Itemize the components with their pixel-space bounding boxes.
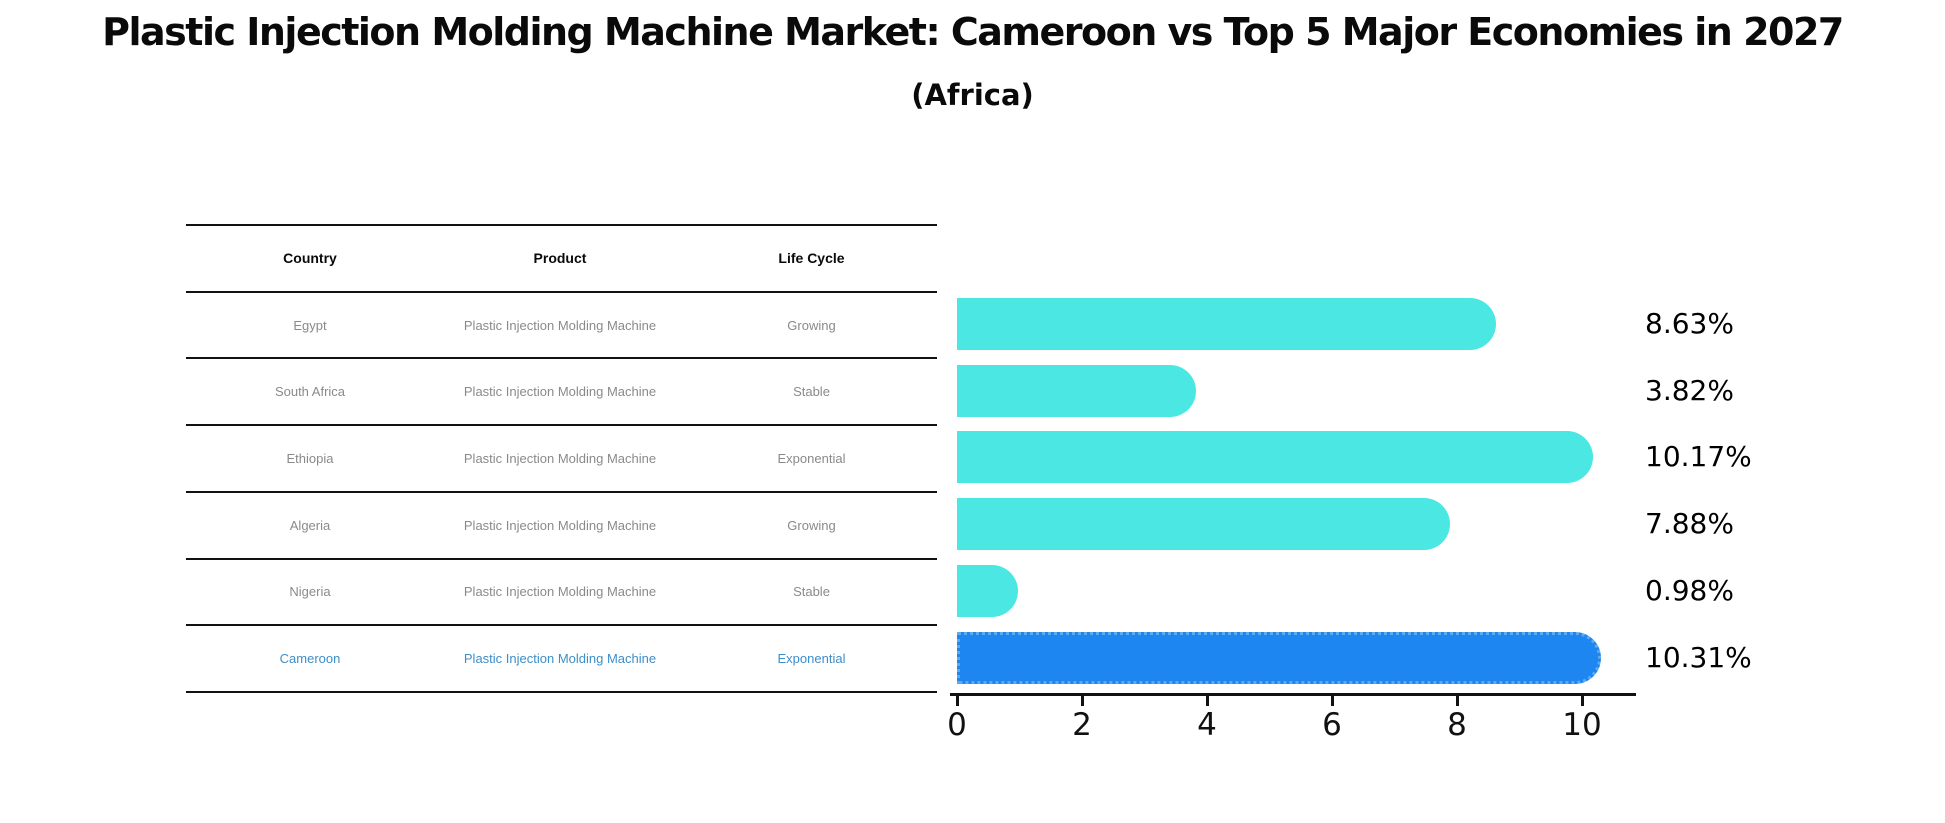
x-axis-tick-label: 6 xyxy=(1322,707,1342,743)
bar-south-africa xyxy=(957,364,1196,417)
bar-egypt xyxy=(957,298,1497,351)
table-header-country: Country xyxy=(283,250,337,267)
table-row-nigeria: Nigeria Plastic Injection Molding Machin… xyxy=(186,560,937,627)
bar-value-label: 7.88% xyxy=(1645,507,1734,541)
x-axis-tick xyxy=(956,693,959,706)
country-cell: Algeria xyxy=(289,517,331,533)
bar-ethiopia xyxy=(957,431,1593,484)
x-axis-tick-label: 2 xyxy=(1072,707,1092,743)
bar-value-label: 3.82% xyxy=(1645,373,1734,407)
life-cycle-cell: Growing xyxy=(787,517,836,533)
product-cell: Plastic Injection Molding Machine xyxy=(463,651,657,667)
page-title: Plastic Injection Molding Machine Market… xyxy=(102,10,1844,54)
table-row-ethiopia: Ethiopia Plastic Injection Molding Machi… xyxy=(186,426,937,493)
x-axis-tick xyxy=(1331,693,1334,706)
bar-value-label: 10.31% xyxy=(1645,640,1752,674)
bar-cameroon xyxy=(957,631,1602,684)
life-cycle-cell: Exponential xyxy=(777,450,846,466)
life-cycle-cell: Growing xyxy=(787,317,836,333)
x-axis-tick xyxy=(1581,693,1584,706)
x-axis-tick xyxy=(1081,693,1084,706)
product-cell: Plastic Injection Molding Machine xyxy=(463,450,657,466)
bar-value-label: 0.98% xyxy=(1645,573,1734,607)
x-axis-tick-label: 0 xyxy=(947,707,967,743)
x-axis-tick-label: 10 xyxy=(1562,707,1602,743)
product-cell: Plastic Injection Molding Machine xyxy=(463,517,657,533)
table-row-egypt: Egypt Plastic Injection Molding Machine … xyxy=(186,293,937,360)
life-cycle-cell: Exponential xyxy=(777,651,846,667)
country-cell: Cameroon xyxy=(279,651,341,667)
table-header-product: Product xyxy=(533,250,587,267)
bar-algeria xyxy=(957,498,1450,551)
country-cell: Ethiopia xyxy=(286,450,334,466)
country-cell: South Africa xyxy=(274,384,346,400)
product-cell: Plastic Injection Molding Machine xyxy=(463,317,657,333)
product-cell: Plastic Injection Molding Machine xyxy=(463,584,657,600)
bar-value-label: 8.63% xyxy=(1645,307,1734,341)
x-axis-tick xyxy=(1206,693,1209,706)
page-subtitle: (Africa) xyxy=(911,78,1034,112)
bar-nigeria xyxy=(957,564,1019,617)
bar-value-label: 10.17% xyxy=(1645,440,1752,474)
product-cell: Plastic Injection Molding Machine xyxy=(463,384,657,400)
x-axis-line xyxy=(950,693,1636,696)
country-cell: Nigeria xyxy=(289,584,331,600)
table-header-row: Country Product Life Cycle xyxy=(186,226,937,293)
table-row-algeria: Algeria Plastic Injection Molding Machin… xyxy=(186,493,937,560)
country-cell: Egypt xyxy=(293,317,327,333)
x-axis-tick xyxy=(1456,693,1459,706)
life-cycle-cell: Stable xyxy=(793,584,830,600)
table-row-cameroon: Cameroon Plastic Injection Molding Machi… xyxy=(186,626,937,693)
x-axis-tick-label: 4 xyxy=(1197,707,1217,743)
table-header-life-cycle: Life Cycle xyxy=(778,250,845,267)
x-axis-tick-label: 8 xyxy=(1447,707,1467,743)
life-cycle-cell: Stable xyxy=(793,384,830,400)
country-table: Country Product Life Cycle Egypt Plastic… xyxy=(186,224,937,693)
table-row-south-africa: South Africa Plastic Injection Molding M… xyxy=(186,359,937,427)
